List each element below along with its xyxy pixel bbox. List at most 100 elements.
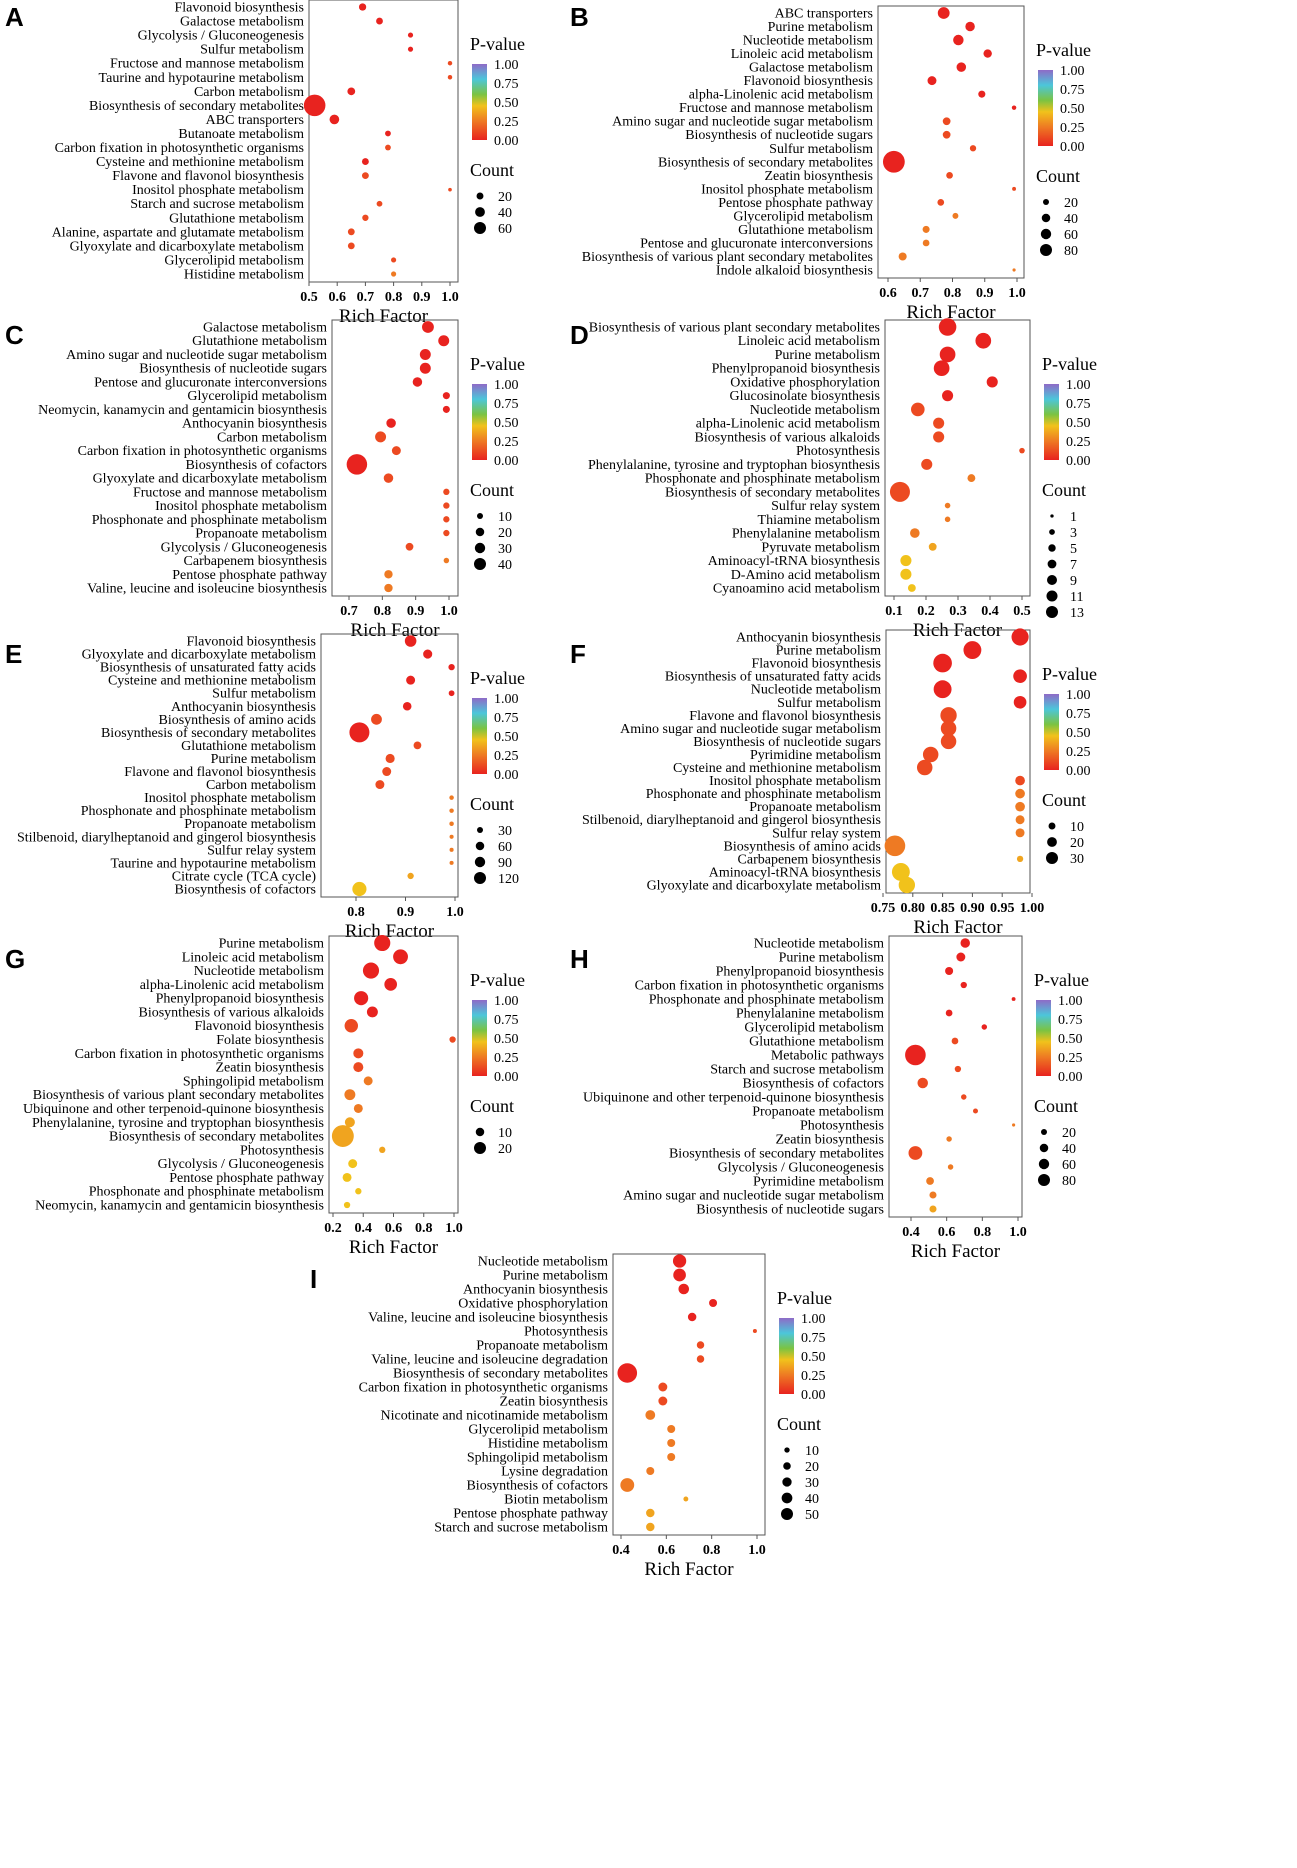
data-point [917,1077,928,1089]
count-legend-dot [476,192,484,200]
category-label: Sphingolipid metabolism [467,1451,608,1466]
x-tick-label: 0.75 [871,901,896,916]
category-label: Biosynthesis of nucleotide sugars [693,735,881,750]
data-point [938,318,957,336]
category-label: Biosynthesis of cofactors [174,883,316,898]
pvalue-tick-label: 0.00 [494,1070,519,1085]
x-tick-label: 0.3 [949,604,967,619]
x-tick-label: 0.9 [407,604,425,619]
category-label: Carbapenem biosynthesis [184,554,327,569]
category-label: Glyoxylate and dicarboxylate metabolism [93,472,328,487]
category-label: Fructose and mannose metabolism [679,101,873,116]
data-point [752,1329,757,1333]
data-point [946,171,953,179]
category-label: Galactose metabolism [749,61,873,76]
data-point [447,75,453,80]
data-point [1015,788,1025,799]
data-point [981,1024,988,1030]
data-point [940,720,957,737]
category-label: Glucosinolate biosynthesis [730,389,881,404]
category-label: Oxidative phosphorylation [458,1297,608,1312]
count-legend-dot [1038,1158,1050,1170]
pvalue-tick-label: 0.50 [1058,1032,1083,1047]
data-point [884,835,906,857]
data-point [449,795,454,800]
x-tick-label: 1.00 [1020,901,1045,916]
data-point [361,158,369,165]
pvalue-tick-label: 1.00 [494,58,519,73]
category-label: Cysteine and methionine metabolism [108,674,316,689]
category-label: Cyanoamino acid metabolism [713,582,880,597]
count-legend-dot [475,207,485,217]
data-point [646,1522,655,1532]
category-label: Amino sugar and nucleotide sugar metabol… [66,348,327,363]
data-point [347,242,355,250]
category-label: Linoleic acid metabolism [731,47,873,62]
category-label: Photosynthesis [524,1325,608,1340]
data-point [967,474,976,483]
category-label: Glutathione metabolism [181,739,316,754]
x-axis-title: Rich Factor [349,1237,439,1258]
data-point [383,473,394,483]
pvalue-tick-label: 0.25 [1060,121,1085,136]
data-point [361,172,369,180]
category-label: Flavone and flavonol biosynthesis [112,169,304,184]
category-label: Linoleic acid metabolism [738,334,880,349]
count-legend-dot [474,558,486,570]
count-legend-label: 13 [1070,606,1084,621]
data-point [975,332,992,349]
data-point [349,722,370,743]
plot-frame [308,0,459,283]
panel-label: G [5,944,25,974]
category-label: Biosynthesis of secondary metabolites [669,1147,884,1162]
category-label: Amino sugar and nucleotide sugar metabol… [623,1189,884,1204]
x-tick-label: 0.5 [1013,604,1031,619]
category-label: Sulfur relay system [207,843,316,858]
pvalue-tick-label: 0.50 [801,1350,826,1365]
category-label: Biosynthesis of amino acids [724,839,882,854]
x-tick-label: 0.9 [413,290,431,305]
data-point [407,46,414,52]
data-point [922,239,930,247]
count-legend-dot [1046,590,1058,602]
pvalue-tick-label: 0.00 [494,768,519,783]
data-point [956,62,967,72]
x-tick-label: 1.0 [748,1543,766,1558]
pvalue-tick-label: 1.00 [494,378,519,393]
category-label: Glycerolipid metabolism [164,253,304,268]
data-point [946,1136,952,1142]
count-legend-dot [475,841,485,851]
category-label: Stilbenoid, diarylheptanoid and gingerol… [17,830,316,845]
category-label: Biosynthesis of secondary metabolites [89,99,304,114]
category-label: Photosynthesis [796,444,880,459]
data-point [405,542,414,551]
category-label: Purine metabolism [503,1269,608,1284]
count-legend-label: 60 [1064,228,1078,243]
data-point [961,1094,967,1100]
data-point [922,746,939,763]
data-point [978,90,986,98]
data-point [954,1065,962,1073]
category-label: Pentose phosphate pathway [172,568,327,583]
count-legend-dot [1047,575,1057,585]
count-legend-title: Count [1036,166,1080,186]
pvalue-tick-label: 0.00 [1060,140,1085,155]
x-tick-label: 1.0 [445,1221,463,1236]
pvalue-tick-label: 0.50 [1060,102,1085,117]
data-point [926,1177,934,1185]
plot-frame [884,319,1031,597]
count-legend-label: 40 [1064,212,1078,227]
count-legend-dot [1041,213,1051,223]
pvalue-tick-label: 0.25 [494,749,519,764]
data-point [667,1439,676,1447]
data-point [927,76,937,86]
data-point [391,446,401,456]
data-point [908,1146,923,1160]
count-legend-label: 10 [498,1126,512,1141]
category-label: Flavonoid biosynthesis [751,657,881,672]
count-legend-label: 20 [1070,836,1084,851]
data-point [385,130,391,137]
data-point [1015,775,1025,786]
category-label: Glyoxylate and dicarboxylate metabolism [82,648,317,663]
count-legend-dot [1041,1129,1047,1135]
